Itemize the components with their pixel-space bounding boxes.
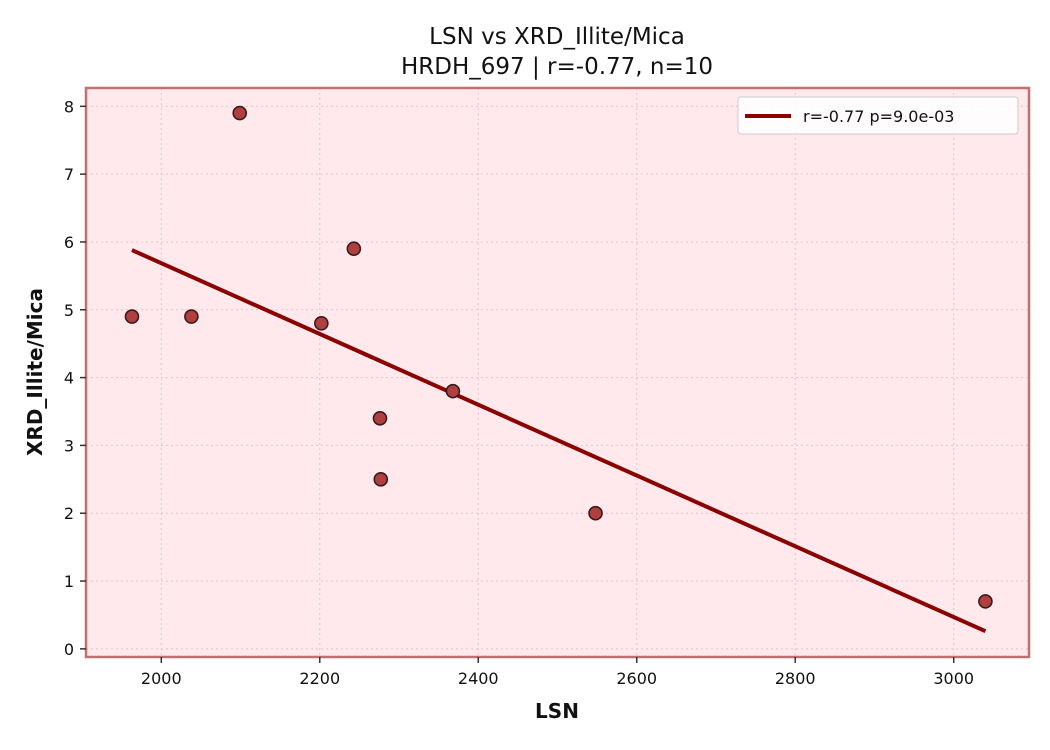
y-tick-label: 8 bbox=[64, 97, 74, 116]
legend: r=-0.77 p=9.0e-03 bbox=[737, 96, 1019, 135]
x-tick-label: 2600 bbox=[616, 669, 657, 688]
points-layer bbox=[124, 105, 993, 609]
fit-line-layer bbox=[131, 248, 987, 634]
y-tick-label: 4 bbox=[64, 369, 74, 388]
data-point bbox=[124, 309, 140, 324]
chart-subtitle: HRDH_697 | r=-0.77, n=10 bbox=[401, 54, 713, 80]
legend-fit-line-label: r=-0.77 p=9.0e-03 bbox=[803, 107, 954, 126]
data-point bbox=[372, 410, 388, 426]
x-tick-label: 2200 bbox=[299, 669, 340, 688]
fit-line bbox=[131, 248, 987, 634]
data-point bbox=[588, 505, 603, 521]
legend-box bbox=[737, 96, 1019, 135]
data-point bbox=[314, 316, 329, 331]
y-tick-label: 0 bbox=[64, 640, 74, 659]
x-axis-label: LSN bbox=[535, 699, 579, 723]
y-tick-label: 2 bbox=[64, 504, 74, 523]
y-tick-label: 7 bbox=[64, 165, 74, 184]
chart-title: LSN vs XRD_Illite/Mica bbox=[429, 24, 685, 50]
y-tick-label: 3 bbox=[64, 436, 74, 455]
data-point bbox=[232, 105, 248, 121]
x-axis-ticks: 2000 2200 2400 2600 2800 3000 bbox=[141, 657, 974, 688]
x-tick-label: 2800 bbox=[775, 669, 816, 688]
plot-area bbox=[86, 88, 1029, 657]
plot-frame bbox=[84, 86, 1031, 659]
y-axis-ticks: 0 1 2 3 4 5 6 7 8 bbox=[64, 97, 86, 659]
data-point bbox=[445, 383, 461, 399]
data-point bbox=[184, 309, 199, 324]
data-point bbox=[346, 241, 362, 257]
y-axis-label: XRD_Illite/Mica bbox=[23, 288, 47, 456]
y-tick-label: 6 bbox=[64, 233, 74, 252]
y-tick-label: 1 bbox=[64, 572, 74, 591]
data-point bbox=[373, 472, 389, 487]
data-point bbox=[978, 594, 993, 609]
y-tick-label: 5 bbox=[64, 301, 74, 320]
x-tick-label: 2000 bbox=[141, 669, 182, 688]
x-tick-label: 3000 bbox=[933, 669, 974, 688]
x-tick-label: 2400 bbox=[458, 669, 499, 688]
